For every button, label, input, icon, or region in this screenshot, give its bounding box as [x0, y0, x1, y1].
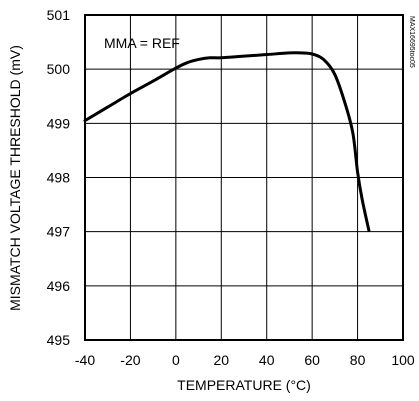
grid — [85, 15, 403, 340]
annotation-mma-ref: MMA = REF — [104, 35, 180, 51]
y-tick-labels: 495 496 497 498 499 500 501 — [47, 7, 71, 348]
x-tick-label: -20 — [120, 352, 140, 368]
y-tick-label: 496 — [47, 278, 71, 294]
x-axis-label: TEMPERATURE (°C) — [177, 377, 311, 393]
watermark-code: MAX16695toc05 — [408, 16, 415, 68]
x-tick-label: 20 — [213, 352, 229, 368]
x-tick-label: 60 — [304, 352, 320, 368]
x-tick-label: 100 — [391, 352, 415, 368]
x-tick-label: 80 — [350, 352, 366, 368]
y-tick-label: 500 — [47, 61, 71, 77]
plot-frame — [84, 14, 404, 341]
x-tick-label: -40 — [75, 352, 95, 368]
y-axis-label: MISMATCH VOLTAGE THRESHOLD (mV) — [7, 45, 23, 311]
y-tick-label: 499 — [47, 115, 71, 131]
y-tick-label: 498 — [47, 170, 71, 186]
x-tick-label: 0 — [172, 352, 180, 368]
x-tick-label: 40 — [259, 352, 275, 368]
x-tick-labels: -40 -20 0 20 40 60 80 100 — [75, 352, 415, 368]
y-tick-label: 501 — [47, 7, 71, 23]
series-line — [83, 51, 371, 233]
y-tick-label: 495 — [47, 332, 71, 348]
y-tick-label: 497 — [47, 224, 71, 240]
